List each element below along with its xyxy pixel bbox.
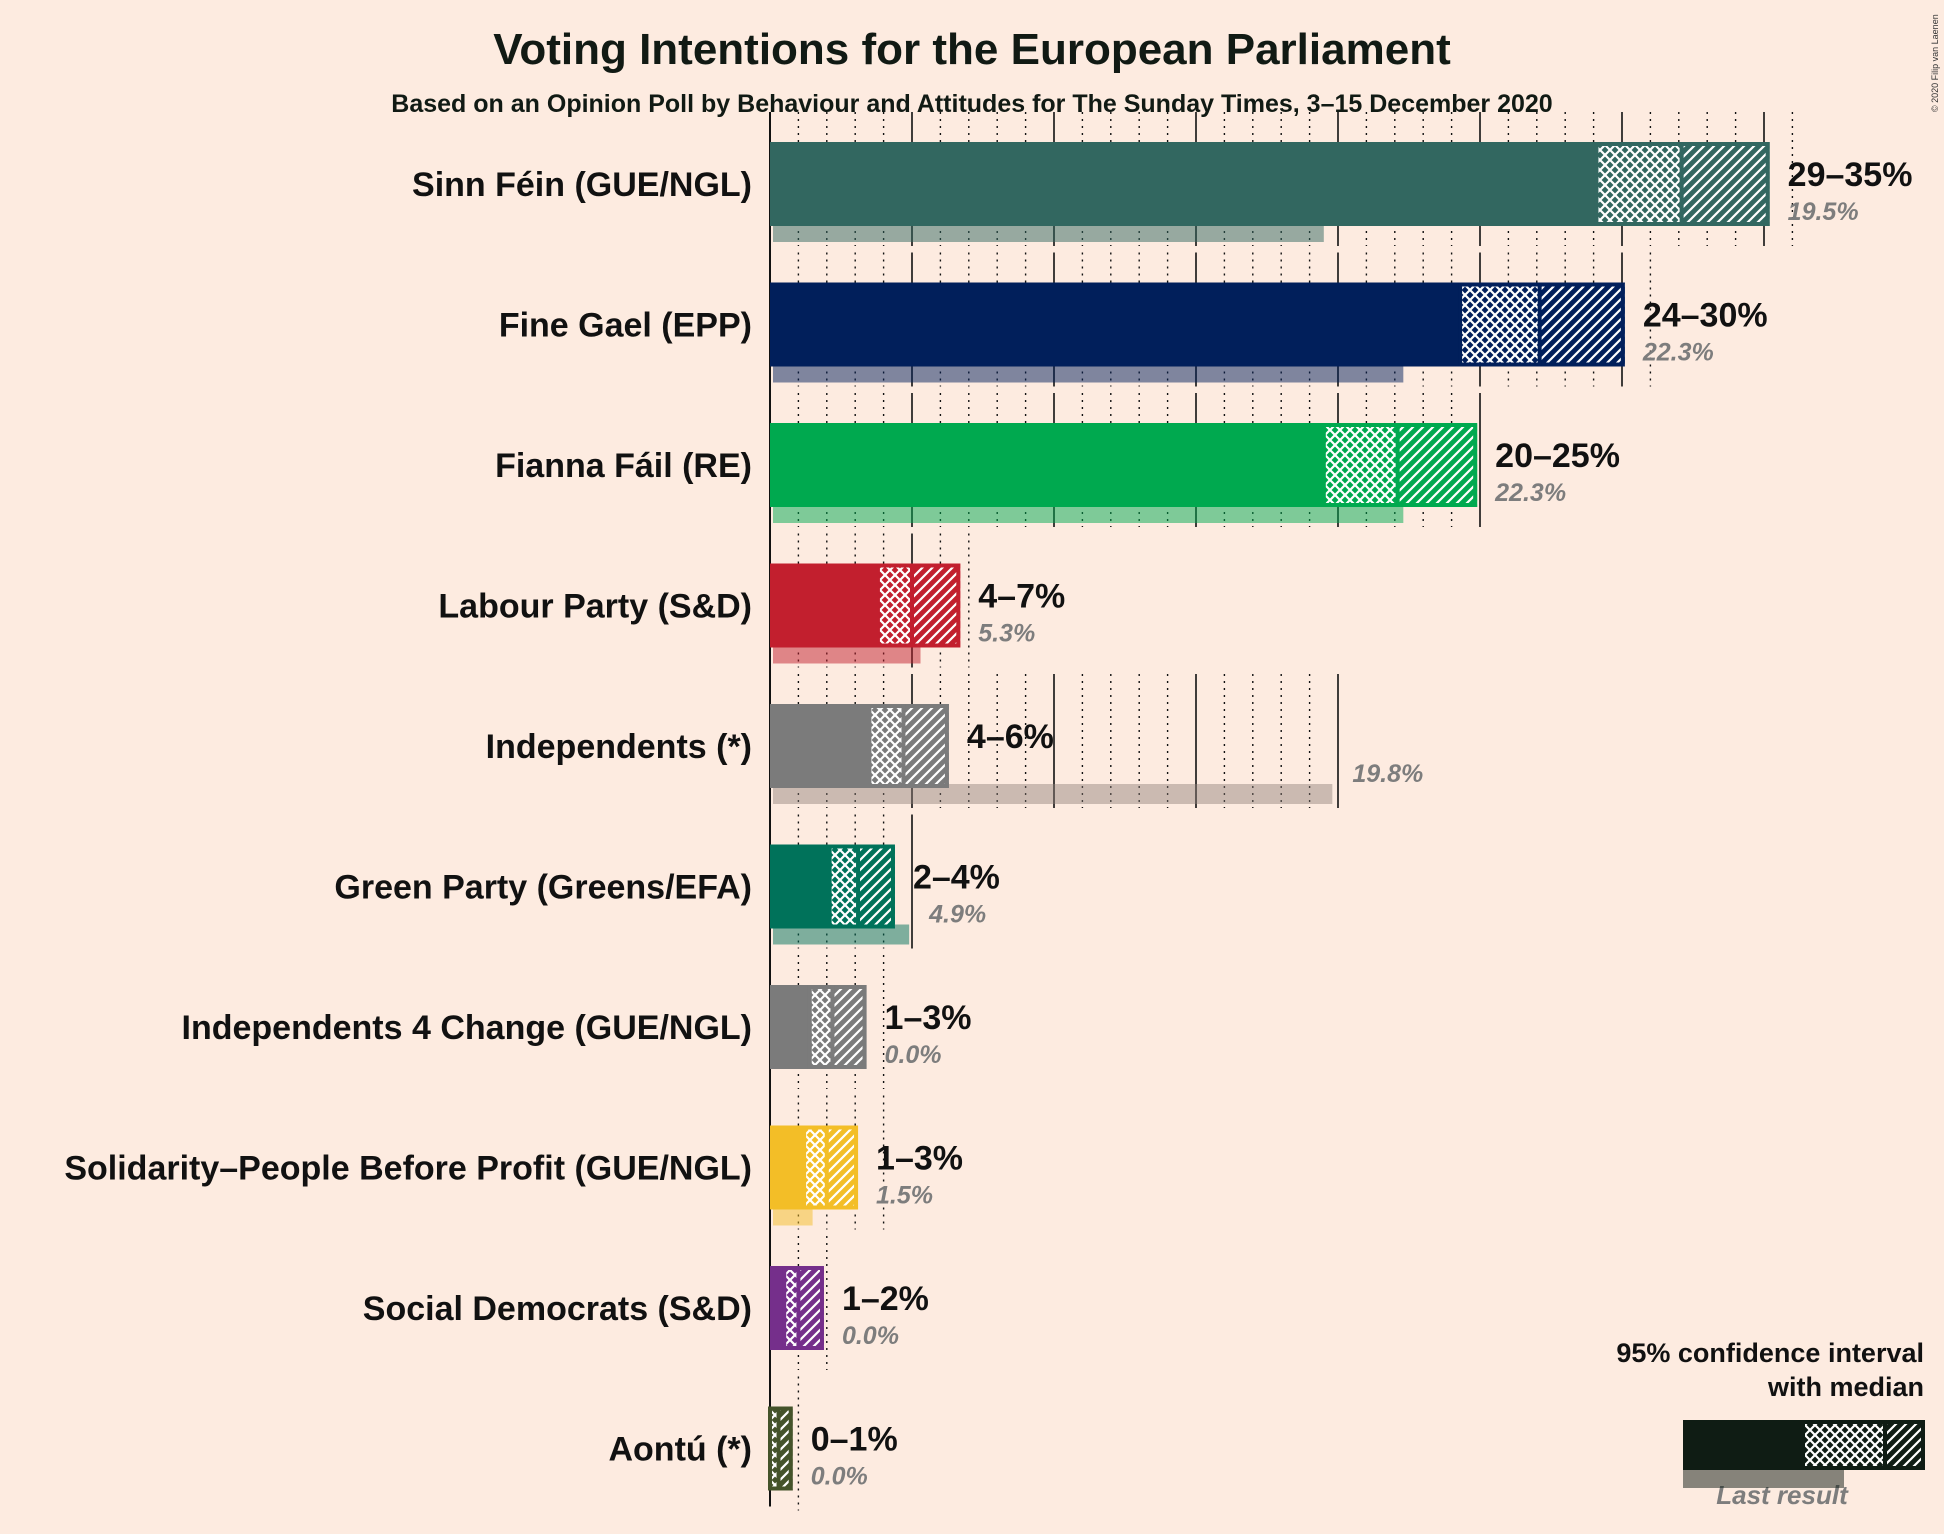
range-label-green-party-greens-efa: 2–4% xyxy=(913,859,1000,897)
party-row-solidarity-people-before-profit-gue-ngl: Solidarity–People Before Profit (GUE/NGL… xyxy=(64,1125,963,1226)
party-row-fianna-f-il-re: Fianna Fáil (RE) 20–25% 22.3% xyxy=(495,423,1620,523)
bar-ci-outline-solidarity-people-before-profit-gue-ngl xyxy=(802,1125,859,1210)
last-result-label-solidarity-people-before-profit-gue-ngl: 1.5% xyxy=(876,1182,933,1210)
range-label-labour-party-s-d: 4–7% xyxy=(978,578,1065,616)
bar-solid-fianna-f-il-re xyxy=(770,423,1324,507)
range-label-fianna-f-il-re: 20–25% xyxy=(1495,437,1620,475)
bar-solid-green-party-greens-efa xyxy=(770,844,830,929)
last-result-bar-fianna-f-il-re xyxy=(773,503,1404,523)
legend-solid-bar xyxy=(1683,1420,1803,1470)
legend-ci-lower-pattern xyxy=(1803,1420,1885,1470)
party-row-aont: Aontú (*) 0–1% 0.0% xyxy=(608,1406,898,1491)
bar-ci-upper-pattern-sinn-f-in-gue-ngl xyxy=(1681,142,1770,226)
party-row-independents: Independents (*) 4–6% 19.8% xyxy=(486,704,1423,804)
bar-ci-outline-independents-4-change-gue-ngl xyxy=(807,985,867,1069)
last-result-label-independents-4-change-gue-ngl: 0.0% xyxy=(885,1041,942,1069)
last-result-bar-labour-party-s-d xyxy=(773,643,921,664)
party-label-green-party-greens-efa: Green Party (Greens/EFA) xyxy=(334,869,752,907)
legend-ci-outline xyxy=(1801,1420,1925,1470)
party-rows: Sinn Féin (GUE/NGL) 29–35% 19.5% Fine Gael … xyxy=(64,142,1912,1491)
range-label-social-democrats-s-d: 1–2% xyxy=(842,1280,929,1318)
last-result-label-independents: 19.8% xyxy=(1352,760,1423,788)
bar-ci-upper-pattern-independents xyxy=(903,704,949,788)
party-row-social-democrats-s-d: Social Democrats (S&D) 1–2% 0.0% xyxy=(363,1266,929,1350)
bar-ci-upper-pattern-solidarity-people-before-profit-gue-ngl xyxy=(826,1125,859,1210)
range-label-independents: 4–6% xyxy=(967,718,1054,756)
party-label-fianna-f-il-re: Fianna Fáil (RE) xyxy=(495,447,752,485)
range-label-fine-gael-epp: 24–30% xyxy=(1643,297,1768,335)
bar-ci-lower-pattern-fine-gael-epp xyxy=(1460,282,1540,367)
last-result-label-sinn-f-in-gue-ngl: 19.5% xyxy=(1788,198,1859,226)
party-label-independents: Independents (*) xyxy=(486,728,752,766)
last-result-label-social-democrats-s-d: 0.0% xyxy=(842,1322,899,1350)
party-label-sinn-f-in-gue-ngl: Sinn Féin (GUE/NGL) xyxy=(412,166,752,204)
last-result-bar-fine-gael-epp xyxy=(773,362,1404,383)
bar-ci-outline-social-democrats-s-d xyxy=(782,1266,824,1350)
last-result-label-fianna-f-il-re: 22.3% xyxy=(1494,479,1566,507)
party-label-social-democrats-s-d: Social Democrats (S&D) xyxy=(363,1290,752,1328)
last-result-label-fine-gael-epp: 22.3% xyxy=(1642,339,1714,367)
bar-ci-lower-pattern-fianna-f-il-re xyxy=(1323,423,1398,507)
legend-line-2: with median xyxy=(1767,1372,1924,1402)
party-label-solidarity-people-before-profit-gue-ngl: Solidarity–People Before Profit (GUE/NGL… xyxy=(64,1150,752,1188)
bar-solid-social-democrats-s-d xyxy=(770,1266,785,1350)
bar-solid-labour-party-s-d xyxy=(770,563,878,648)
bar-solid-sinn-f-in-gue-ngl xyxy=(770,142,1597,226)
legend-last-result-bar xyxy=(1683,1468,1844,1488)
bar-ci-lower-pattern-sinn-f-in-gue-ngl xyxy=(1596,142,1682,226)
bar-ci-upper-pattern-fianna-f-il-re xyxy=(1397,423,1478,507)
range-label-sinn-f-in-gue-ngl: 29–35% xyxy=(1788,156,1913,194)
bar-ci-outline-independents xyxy=(867,704,949,788)
bar-ci-upper-pattern-fine-gael-epp xyxy=(1539,282,1625,367)
last-result-label-aont: 0.0% xyxy=(811,1463,868,1491)
last-result-label-green-party-greens-efa: 4.9% xyxy=(928,901,986,929)
bar-ci-lower-pattern-aont xyxy=(770,1406,779,1491)
bar-solid-fine-gael-epp xyxy=(770,282,1461,367)
chart-title: Voting Intentions for the European Parli… xyxy=(493,25,1451,74)
party-row-labour-party-s-d: Labour Party (S&D) 4–7% 5.3% xyxy=(438,563,1065,664)
bar-ci-upper-pattern-independents-4-change-gue-ngl xyxy=(832,985,867,1069)
chart-subtitle: Based on an Opinion Poll by Behaviour an… xyxy=(391,90,1552,118)
last-result-bar-sinn-f-in-gue-ngl xyxy=(773,222,1324,242)
bar-ci-lower-pattern-labour-party-s-d xyxy=(877,563,912,648)
bar-solid-independents-4-change-gue-ngl xyxy=(770,985,810,1069)
legend-line-1: 95% confidence interval xyxy=(1616,1338,1924,1368)
bar-ci-upper-pattern-green-party-greens-efa xyxy=(858,844,895,929)
legend-ci-upper-pattern xyxy=(1885,1420,1925,1470)
bar-ci-lower-pattern-independents-4-change-gue-ngl xyxy=(809,985,833,1069)
bar-ci-lower-pattern-green-party-greens-efa xyxy=(829,844,859,929)
party-row-independents-4-change-gue-ngl: Independents 4 Change (GUE/NGL) 1–3% 0.0% xyxy=(182,985,972,1069)
bar-ci-outline-labour-party-s-d xyxy=(875,563,961,648)
range-label-solidarity-people-before-profit-gue-ngl: 1–3% xyxy=(876,1140,963,1178)
legend: 95% confidence interval with median Last… xyxy=(1616,1338,1925,1510)
last-result-bar-independents xyxy=(773,784,1333,804)
range-label-aont: 0–1% xyxy=(811,1421,898,1459)
bar-solid-solidarity-people-before-profit-gue-ngl xyxy=(770,1125,805,1210)
bar-ci-upper-pattern-social-democrats-s-d xyxy=(798,1266,824,1350)
bar-ci-upper-pattern-labour-party-s-d xyxy=(912,563,961,648)
last-result-bar-green-party-greens-efa xyxy=(773,924,910,945)
party-row-green-party-greens-efa: Green Party (Greens/EFA) 2–4% 4.9% xyxy=(334,844,1000,945)
last-result-label-labour-party-s-d: 5.3% xyxy=(978,620,1035,648)
bar-solid-independents xyxy=(770,704,870,788)
party-label-fine-gael-epp: Fine Gael (EPP) xyxy=(499,307,752,345)
party-row-fine-gael-epp: Fine Gael (EPP) 24–30% 22.3% xyxy=(499,282,1768,383)
bar-ci-lower-pattern-solidarity-people-before-profit-gue-ngl xyxy=(804,1125,827,1210)
party-row-sinn-f-in-gue-ngl: Sinn Féin (GUE/NGL) 29–35% 19.5% xyxy=(412,142,1912,242)
party-label-aont: Aontú (*) xyxy=(608,1431,752,1469)
party-label-independents-4-change-gue-ngl: Independents 4 Change (GUE/NGL) xyxy=(182,1009,752,1047)
copyright-note: © 2020 Filip van Laenen xyxy=(1930,14,1940,112)
last-result-bar-solidarity-people-before-profit-gue-ngl xyxy=(773,1205,813,1226)
bar-ci-outline-green-party-greens-efa xyxy=(827,844,895,929)
party-label-labour-party-s-d: Labour Party (S&D) xyxy=(438,588,752,626)
bar-ci-lower-pattern-social-democrats-s-d xyxy=(784,1266,799,1350)
bar-ci-lower-pattern-independents xyxy=(869,704,904,788)
range-label-independents-4-change-gue-ngl: 1–3% xyxy=(885,999,972,1037)
